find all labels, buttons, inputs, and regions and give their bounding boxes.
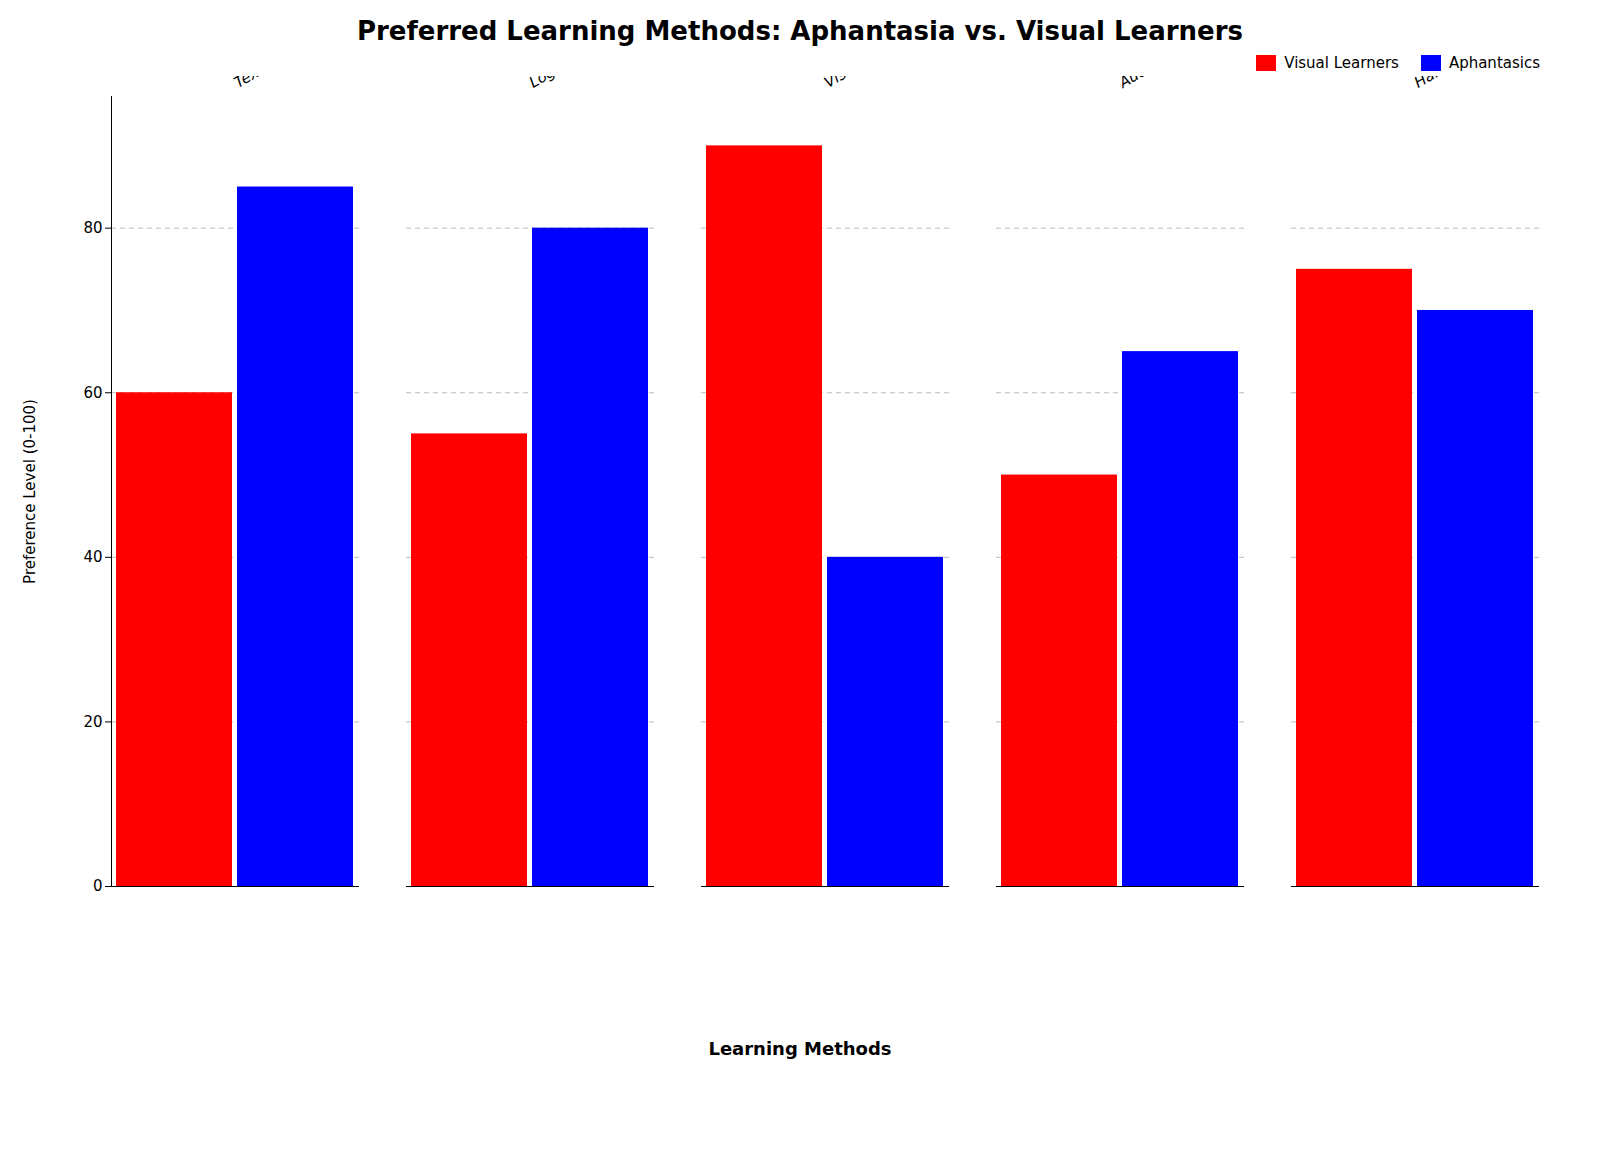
html-text:Preferred Learning Methods: Ap: Preferred Learning Methods: Aphantasia v… [356,16,1243,46]
svg-text:40: 40 [83,548,102,566]
html-text:Learning Methods: Learning Methods [708,1038,892,1059]
svg-text:Auditory Learning: Auditory Learning [1115,76,1241,92]
svg-text:Logical Sequences: Logical Sequences [526,76,656,92]
svg-text:Hands-on Practice: Hands-on Practice [1411,76,1538,92]
svg-text:20: 20 [83,713,102,731]
svg-text:Preference Level (0-100): Preference Level (0-100) [21,399,39,584]
svg-text:60: 60 [83,384,102,402]
html-text:Aphantasics: Aphantasics [1448,54,1540,72]
svg-text:0: 0 [93,877,103,895]
svg-text:Visual Diagrams: Visual Diagrams [821,76,936,92]
svg-text:80: 80 [83,219,102,237]
html-text:Visual Learners: Visual Learners [1284,54,1399,72]
svg-text:Text Descriptions: Text Descriptions [231,76,352,92]
